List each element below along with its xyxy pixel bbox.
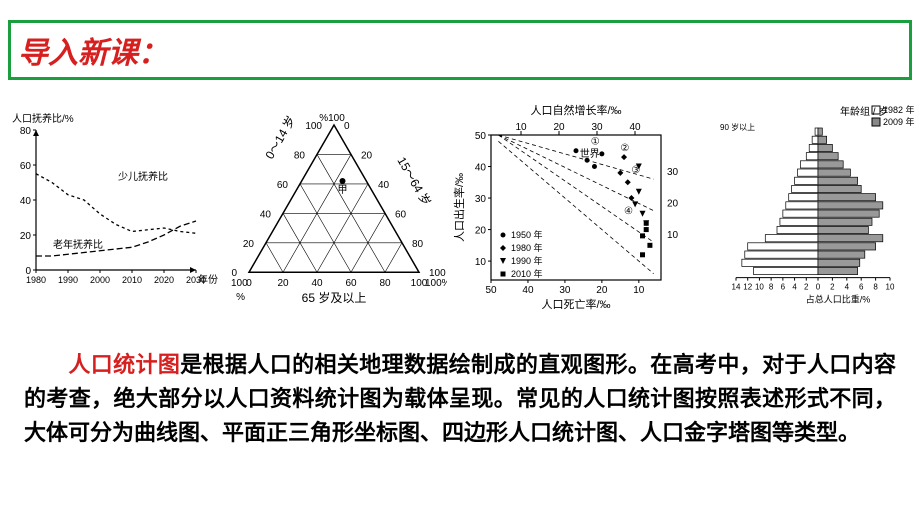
svg-text:2000: 2000 — [90, 275, 110, 285]
chart-ternary: 0002020204040406060608080801001001000～14… — [222, 100, 447, 330]
svg-text:占总人口比重/%: 占总人口比重/% — [806, 294, 871, 305]
svg-text:2009 年: 2009 年 — [883, 116, 915, 127]
body-paragraph: 人口统计图是根据人口的相关地理数据绘制成的直观图形。在高考中，对于人口内容的考查… — [24, 348, 896, 450]
svg-text:4: 4 — [792, 283, 797, 292]
svg-text:8: 8 — [769, 283, 774, 292]
svg-text:15～64 岁: 15～64 岁 — [394, 154, 434, 208]
svg-text:2010: 2010 — [122, 275, 142, 285]
svg-text:甲: 甲 — [338, 185, 348, 196]
svg-text:0: 0 — [344, 121, 350, 132]
svg-text:8: 8 — [873, 283, 878, 292]
svg-text:2: 2 — [804, 283, 809, 292]
svg-text:40: 40 — [522, 285, 534, 296]
svg-text:40: 40 — [260, 209, 272, 220]
svg-text:②: ② — [620, 143, 629, 154]
svg-text:40: 40 — [378, 180, 390, 191]
svg-text:80: 80 — [379, 278, 391, 289]
svg-text:2010 年: 2010 年 — [511, 268, 543, 279]
svg-text:100%: 100% — [425, 278, 447, 289]
svg-text:少儿抚养比: 少儿抚养比 — [118, 170, 168, 183]
svg-text:0: 0 — [816, 283, 821, 292]
svg-text:20: 20 — [20, 231, 32, 242]
svg-text:40: 40 — [311, 278, 323, 289]
svg-text:4: 4 — [845, 283, 850, 292]
svg-text:60: 60 — [277, 180, 289, 191]
svg-text:①: ① — [591, 136, 600, 147]
svg-text:100: 100 — [231, 278, 248, 289]
charts-container: 020406080198019902000201020202030年份人口抚养比… — [8, 100, 912, 330]
svg-text:30: 30 — [667, 167, 679, 178]
lesson-title: 导入新课： — [18, 28, 168, 72]
svg-text:20: 20 — [667, 198, 679, 209]
svg-text:6: 6 — [781, 283, 786, 292]
svg-text:1990: 1990 — [58, 275, 78, 285]
svg-text:2: 2 — [830, 283, 835, 292]
svg-text:50: 50 — [485, 285, 497, 296]
svg-text:20: 20 — [361, 150, 373, 161]
svg-text:50: 50 — [475, 131, 487, 142]
svg-text:80: 80 — [412, 239, 424, 250]
svg-text:1980 年: 1980 年 — [511, 242, 543, 253]
svg-text:60: 60 — [395, 209, 407, 220]
svg-text:20: 20 — [596, 285, 608, 296]
svg-text:10: 10 — [633, 285, 645, 296]
svg-text:20: 20 — [475, 226, 487, 237]
svg-text:%100: %100 — [319, 113, 345, 124]
svg-text:60: 60 — [345, 278, 357, 289]
svg-text:年份: 年份 — [198, 273, 218, 286]
chart-dependency-ratio: 020406080198019902000201020202030年份人口抚养比… — [8, 100, 218, 300]
svg-text:10: 10 — [667, 230, 679, 241]
svg-text:0～14 岁: 0～14 岁 — [262, 113, 299, 162]
svg-text:40: 40 — [20, 196, 32, 207]
chart-scatter: 人口自然增长率/‰1020304010203040501020304050人口出… — [451, 100, 696, 320]
svg-text:世界: 世界 — [580, 148, 600, 160]
svg-text:30: 30 — [559, 285, 571, 296]
svg-text:60: 60 — [20, 161, 32, 172]
svg-text:1990 年: 1990 年 — [511, 255, 543, 266]
svg-text:人口自然增长率/‰: 人口自然增长率/‰ — [530, 103, 621, 117]
chart-pyramid: 年龄组 / 岁1982 年2009 年90 岁以上141210864202468… — [700, 100, 920, 310]
svg-text:14: 14 — [732, 283, 741, 292]
svg-text:40: 40 — [475, 163, 487, 174]
svg-text:人口出生率/‰: 人口出生率/‰ — [452, 173, 466, 242]
svg-text:90 岁以上: 90 岁以上 — [720, 122, 755, 132]
svg-text:年龄组 / 岁: 年龄组 / 岁 — [840, 105, 888, 118]
red-term: 人口统计图 — [68, 352, 180, 377]
svg-text:80: 80 — [294, 150, 306, 161]
svg-text:65 岁及以上: 65 岁及以上 — [302, 290, 367, 305]
svg-text:12: 12 — [743, 283, 752, 292]
svg-text:人口抚养比/%: 人口抚养比/% — [12, 112, 74, 125]
svg-text:10: 10 — [475, 257, 487, 268]
svg-text:1980: 1980 — [26, 275, 46, 285]
svg-text:20: 20 — [243, 239, 255, 250]
svg-text:6: 6 — [859, 283, 864, 292]
svg-text:人口死亡率/‰: 人口死亡率/‰ — [541, 297, 610, 311]
svg-text:10: 10 — [886, 283, 895, 292]
svg-text:2020: 2020 — [154, 275, 174, 285]
svg-text:30: 30 — [475, 194, 487, 205]
svg-text:20: 20 — [277, 278, 289, 289]
svg-text:老年抚养比: 老年抚养比 — [53, 238, 103, 251]
svg-text:④: ④ — [624, 206, 633, 217]
svg-text:80: 80 — [20, 126, 32, 137]
svg-text:%: % — [236, 292, 245, 303]
svg-text:10: 10 — [755, 283, 764, 292]
svg-text:1982 年: 1982 年 — [883, 104, 915, 115]
svg-text:1950 年: 1950 年 — [511, 229, 543, 240]
